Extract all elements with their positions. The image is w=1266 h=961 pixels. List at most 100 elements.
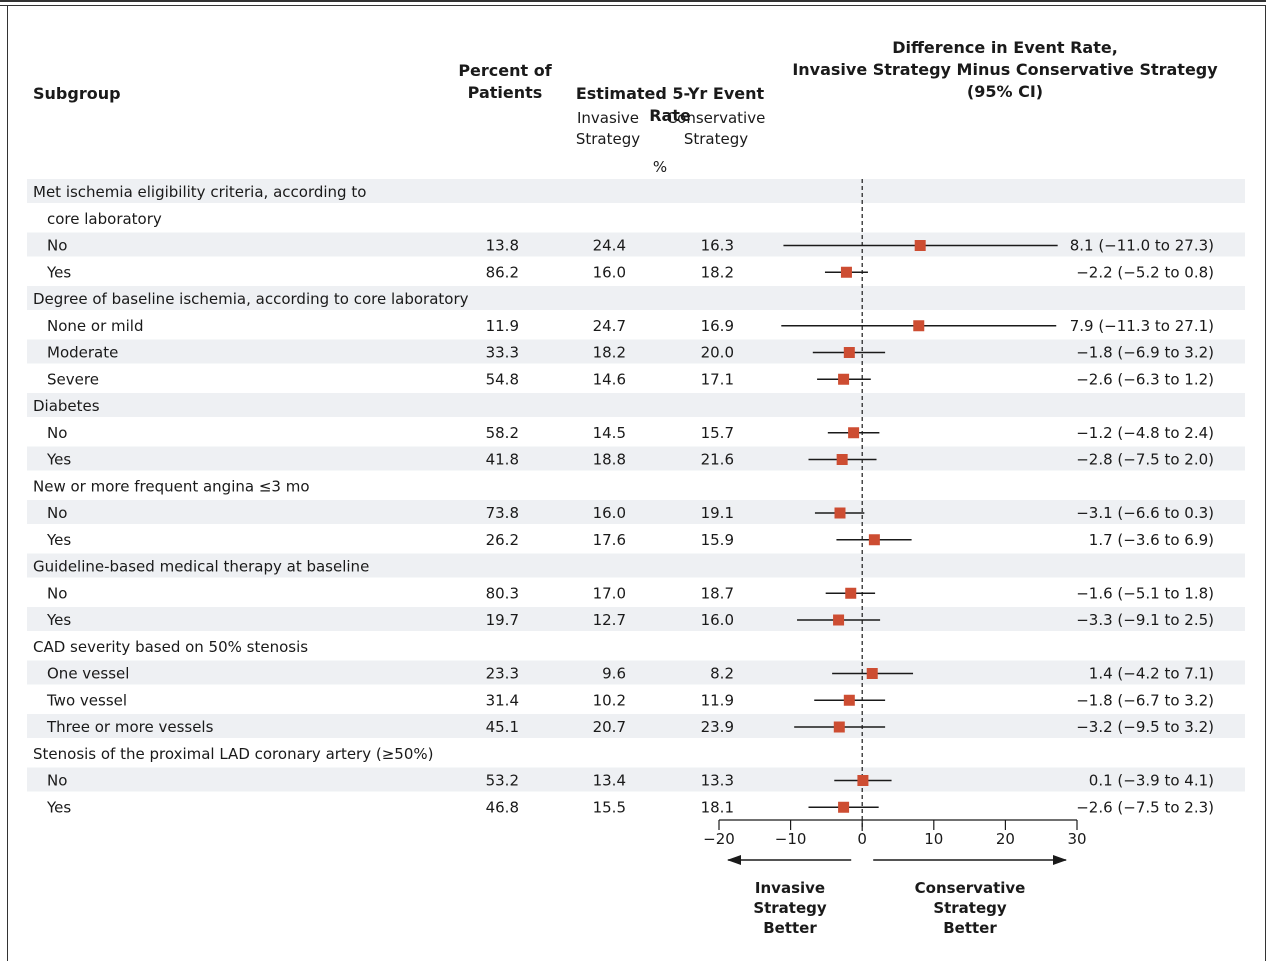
conservative-rate-value: 18.1 bbox=[701, 798, 734, 816]
point-estimate-marker bbox=[868, 534, 880, 546]
invasive-rate-value: 13.4 bbox=[593, 772, 626, 790]
conservative-rate-value: 13.3 bbox=[701, 772, 734, 790]
group-row: Stenosis of the proximal LAD coronary ar… bbox=[33, 745, 433, 763]
invasive-rate-value: 16.0 bbox=[593, 504, 626, 522]
row-band bbox=[27, 660, 1245, 685]
subgroup-label: No bbox=[47, 237, 67, 255]
percent-value: 53.2 bbox=[486, 772, 519, 790]
percent-value: 45.1 bbox=[486, 718, 519, 736]
percent-value: 19.7 bbox=[486, 611, 519, 629]
x-tick-label: −20 bbox=[703, 830, 735, 848]
ci-text: 8.1 (−11.0 to 27.3) bbox=[1070, 237, 1214, 255]
conservative-rate-value: 18.2 bbox=[701, 263, 734, 281]
difference-header-line2: Invasive Strategy Minus Conservative Str… bbox=[792, 60, 1218, 79]
row-band bbox=[27, 607, 1245, 631]
percent-header-line2: Patients bbox=[467, 83, 543, 102]
ci-text: −3.1 (−6.6 to 0.3) bbox=[1076, 504, 1214, 522]
percent-value: 46.8 bbox=[486, 798, 519, 816]
row-band bbox=[27, 232, 1245, 257]
conservative-rate-value: 15.9 bbox=[701, 531, 734, 549]
row-band bbox=[27, 714, 1245, 738]
point-estimate-marker bbox=[857, 775, 869, 786]
percent-value: 86.2 bbox=[486, 263, 519, 281]
invasive-rate-value: 24.7 bbox=[593, 317, 626, 335]
ci-text: −1.8 (−6.7 to 3.2) bbox=[1076, 691, 1214, 709]
group-row: core laboratory bbox=[47, 210, 162, 228]
unit-label: % bbox=[652, 158, 668, 176]
invasive-rate-value: 24.4 bbox=[593, 237, 626, 255]
invasive-rate-value: 14.6 bbox=[593, 370, 626, 388]
subgroup-row: Yes 26.2 17.6 15.9 1.7 (−3.6 to 6.9) bbox=[46, 531, 1214, 549]
invasive-rate-value: 17.6 bbox=[593, 531, 626, 549]
ci-text: −1.2 (−4.8 to 2.4) bbox=[1076, 424, 1214, 442]
subgroup-label: Yes bbox=[46, 531, 71, 549]
conservative-rate-value: 15.7 bbox=[701, 424, 734, 442]
conservative-rate-value: 19.1 bbox=[701, 504, 734, 522]
ci-text: −3.3 (−9.1 to 2.5) bbox=[1076, 611, 1214, 629]
ci-text: 7.9 (−11.3 to 27.1) bbox=[1070, 317, 1214, 335]
group-label: New or more frequent angina ≤3 mo bbox=[33, 477, 310, 495]
invasive-better-label: Strategy bbox=[753, 899, 827, 917]
group-row: Guideline-based medical therapy at basel… bbox=[33, 558, 369, 576]
subgroup-label: No bbox=[47, 584, 67, 602]
conservative-rate-value: 16.3 bbox=[701, 237, 734, 255]
ci-text: −2.6 (−6.3 to 1.2) bbox=[1076, 370, 1214, 388]
point-estimate-marker bbox=[914, 240, 926, 251]
point-estimate-marker bbox=[866, 668, 878, 679]
subgroup-label: None or mild bbox=[47, 317, 143, 335]
invasive-rate-value: 18.8 bbox=[593, 451, 626, 469]
group-row: CAD severity based on 50% stenosis bbox=[33, 638, 308, 656]
group-label: Guideline-based medical therapy at basel… bbox=[33, 558, 369, 576]
conservative-better-label: Better bbox=[943, 919, 997, 937]
ci-text: −1.6 (−5.1 to 1.8) bbox=[1076, 584, 1214, 602]
group-row: Degree of baseline ischemia, according t… bbox=[33, 290, 469, 308]
group-row: New or more frequent angina ≤3 mo bbox=[33, 477, 310, 495]
point-estimate-marker bbox=[838, 373, 850, 385]
point-estimate-marker bbox=[833, 721, 845, 733]
row-band bbox=[27, 179, 1245, 203]
conservative-rate-value: 21.6 bbox=[701, 451, 734, 469]
percent-value: 33.3 bbox=[486, 344, 519, 362]
difference-header-line3: (95% CI) bbox=[966, 82, 1044, 101]
ci-text: −2.6 (−7.5 to 2.3) bbox=[1076, 798, 1214, 816]
invasive-rate-value: 14.5 bbox=[593, 424, 626, 442]
percent-value: 31.4 bbox=[486, 691, 519, 709]
conservative-rate-value: 8.2 bbox=[710, 665, 734, 683]
subgroup-row: No 13.8 24.4 16.3 8.1 (−11.0 to 27.3) bbox=[47, 237, 1214, 255]
subgroup-row: No 53.2 13.4 13.3 0.1 (−3.9 to 4.1) bbox=[47, 772, 1214, 790]
ci-text: 0.1 (−3.9 to 4.1) bbox=[1089, 772, 1214, 790]
subgroup-row: Yes 46.8 15.5 18.1 −2.6 (−7.5 to 2.3) bbox=[46, 798, 1214, 816]
ci-text: −1.8 (−6.9 to 3.2) bbox=[1076, 344, 1214, 362]
invasive-rate-value: 17.0 bbox=[593, 584, 626, 602]
ci-text: −2.2 (−5.2 to 0.8) bbox=[1076, 263, 1214, 281]
group-row: Met ischemia eligibility criteria, accor… bbox=[33, 183, 366, 201]
subgroup-row: Yes 41.8 18.8 21.6 −2.8 (−7.5 to 2.0) bbox=[46, 451, 1214, 469]
point-estimate-marker bbox=[848, 427, 860, 439]
point-estimate-marker bbox=[833, 614, 845, 626]
percent-value: 23.3 bbox=[486, 665, 519, 683]
percent-value: 41.8 bbox=[486, 451, 519, 469]
conservative-header-line2: Strategy bbox=[683, 130, 749, 148]
ci-text: 1.7 (−3.6 to 6.9) bbox=[1089, 531, 1214, 549]
difference-header-line1: Difference in Event Rate, bbox=[892, 38, 1118, 57]
subgroup-label: No bbox=[47, 772, 67, 790]
subgroup-row: Yes 86.2 16.0 18.2 −2.2 (−5.2 to 0.8) bbox=[46, 263, 1214, 281]
conservative-rate-value: 16.0 bbox=[701, 611, 734, 629]
point-estimate-marker bbox=[840, 266, 852, 278]
subgroup-row: Severe 54.8 14.6 17.1 −2.6 (−6.3 to 1.2) bbox=[47, 370, 1214, 388]
subgroup-label: Yes bbox=[46, 798, 71, 816]
subgroup-label: Two vessel bbox=[46, 691, 127, 709]
invasive-rate-value: 18.2 bbox=[593, 344, 626, 362]
invasive-rate-value: 15.5 bbox=[593, 798, 626, 816]
x-tick-label: 10 bbox=[924, 830, 943, 848]
subgroup-row: None or mild 11.9 24.7 16.9 7.9 (−11.3 to 27… bbox=[47, 317, 1214, 335]
ci-text: 1.4 (−4.2 to 7.1) bbox=[1089, 665, 1214, 683]
subgroup-label: Moderate bbox=[47, 344, 118, 362]
subgroup-label: Yes bbox=[46, 451, 71, 469]
ci-text: −3.2 (−9.5 to 3.2) bbox=[1076, 718, 1214, 736]
subgroup-label: No bbox=[47, 424, 67, 442]
row-band bbox=[27, 500, 1245, 524]
subgroup-row: Moderate 33.3 18.2 20.0 −1.8 (−6.9 to 3.2) bbox=[47, 344, 1214, 362]
percent-value: 73.8 bbox=[486, 504, 519, 522]
